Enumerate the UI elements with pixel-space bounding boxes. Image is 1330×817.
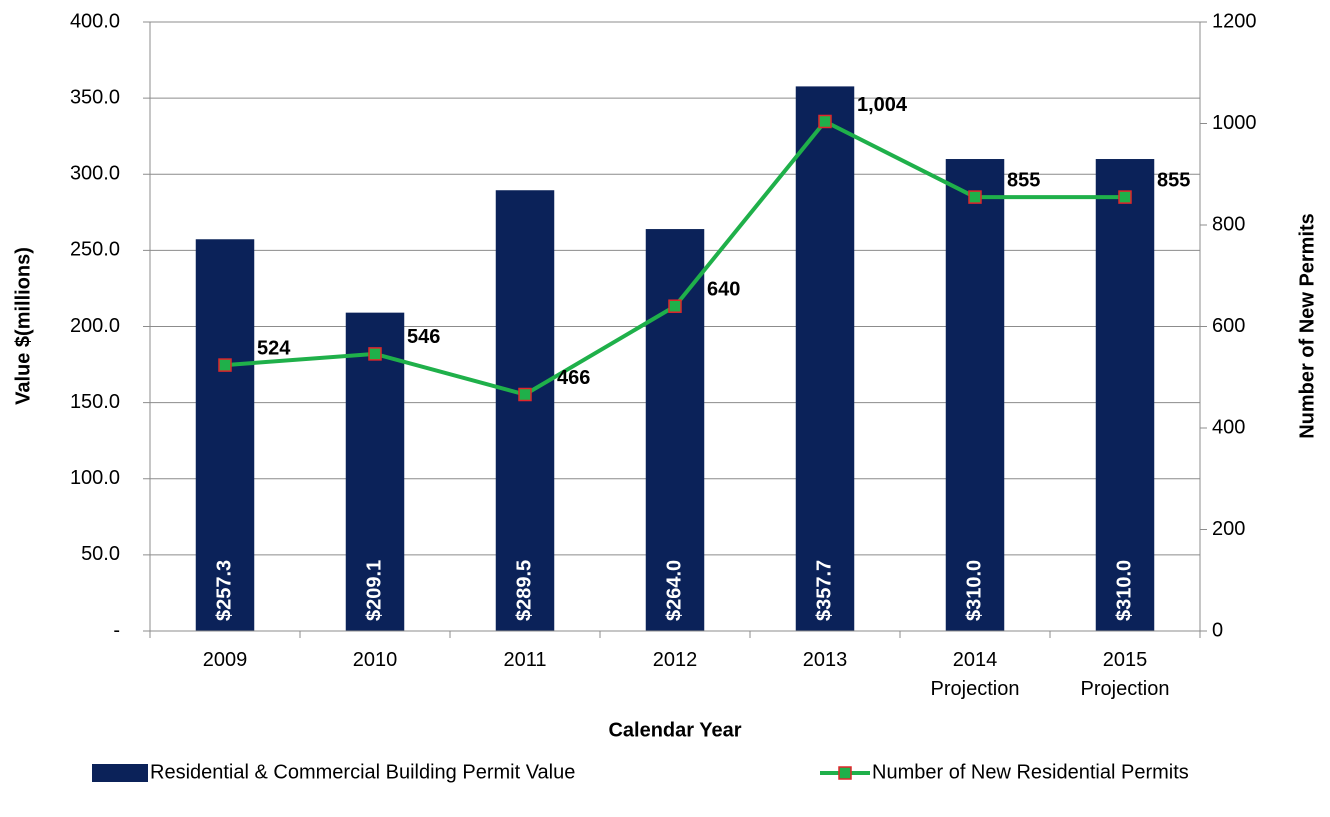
bar [645,229,705,631]
bar [195,239,255,632]
line-value-label: 524 [257,337,291,359]
y-tick-label: 200.0 [70,315,120,337]
y-tick-label: 100.0 [70,467,120,489]
y-tick-label: - [113,619,120,641]
y-tick-label: 400.0 [70,10,120,32]
legend-swatch [92,764,148,782]
x-tick-label: 2012 [653,649,698,671]
y2-tick-label: 1000 [1212,112,1257,134]
y-tick-label: 50.0 [81,543,120,565]
bar-value-label: $257.3 [213,560,235,621]
line-marker [518,387,532,402]
y-axis-title: Value $(millions) [12,247,34,405]
y2-tick-label: 400 [1212,416,1245,438]
bar-value-label: $310.0 [1113,560,1135,621]
line-marker [818,114,832,129]
y2-tick-label: 0 [1212,619,1223,641]
line-value-label: 640 [707,278,740,300]
y2-tick-label: 800 [1212,213,1245,235]
bar-value-label: $310.0 [963,560,985,621]
bar-value-label: $357.7 [813,560,835,621]
bar [345,312,405,631]
y2-tick-label: 200 [1212,518,1245,540]
y-tick-label: 250.0 [70,239,120,261]
line-value-label: 855 [1157,169,1190,191]
y-tick-label: 350.0 [70,86,120,108]
x-tick-label: 2011 [503,649,546,671]
y-tick-label: 300.0 [70,163,120,185]
legend-swatch [838,766,852,780]
line-value-label: 1,004 [857,94,908,116]
line-value-label: 855 [1007,169,1040,191]
line-marker [668,299,682,313]
line-marker [218,358,232,372]
y2-tick-label: 1200 [1212,10,1257,32]
bar [495,190,555,631]
legend-label: Number of New Residential Permits [872,761,1189,783]
x-tick-label: 2015 Projection [1081,649,1170,700]
legend-label: Residential & Commercial Building Permit… [150,761,575,783]
bar [795,86,855,632]
x-tick-label: 2010 [353,649,398,671]
y2-axis-title: Number of New Permits [1296,213,1318,439]
line-value-label: 546 [407,326,440,348]
x-tick-label: 2014 Projection [931,649,1020,700]
line-marker [368,347,382,361]
x-axis-title: Calendar Year [608,719,741,741]
bar [945,159,1005,631]
y-tick-label: 150.0 [70,391,120,413]
bar-value-label: $264.0 [663,560,685,621]
bar [1095,159,1155,631]
line-marker [1118,190,1132,204]
x-tick-label: 2009 [203,649,248,671]
x-tick-label: 2013 [803,649,848,671]
line-marker [968,190,982,204]
y2-tick-label: 600 [1212,315,1245,337]
line-value-label: 466 [557,367,590,389]
bar-value-label: $209.1 [363,560,385,621]
bar-value-label: $289.5 [513,560,535,621]
